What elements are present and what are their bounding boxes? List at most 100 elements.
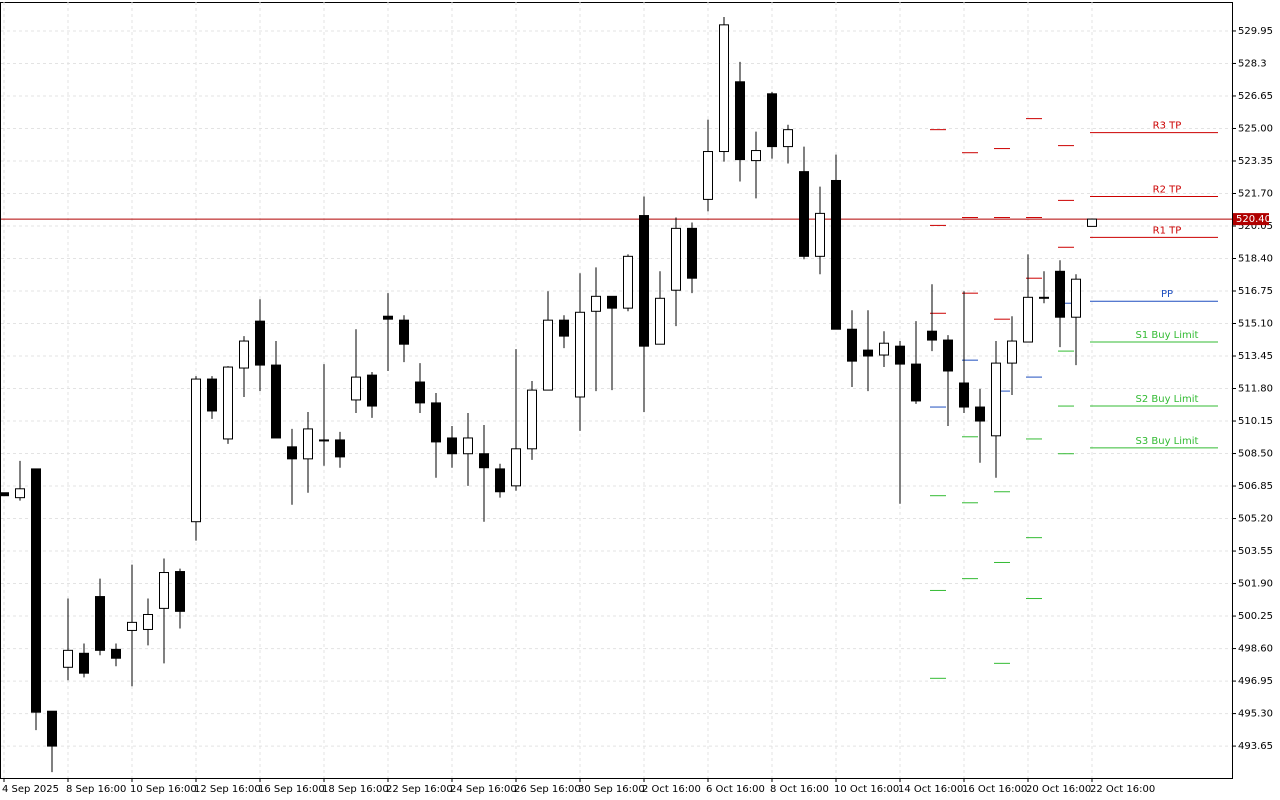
x-tick-label: 10 Sep 16:00 xyxy=(130,784,197,795)
candle-body xyxy=(463,437,473,455)
x-tick-label: 6 Oct 16:00 xyxy=(706,784,765,795)
candle-body xyxy=(319,439,329,442)
x-tick-label: 16 Oct 16:00 xyxy=(962,784,1027,795)
x-tick-label: 26 Sep 16:00 xyxy=(514,784,581,795)
candle-body xyxy=(95,596,105,651)
candle-body xyxy=(431,402,441,443)
candle-body xyxy=(383,315,393,320)
y-tick-label: 506.85 xyxy=(1238,481,1273,492)
x-tick-label: 8 Oct 16:00 xyxy=(770,784,829,795)
pivot-label: R3 TP xyxy=(1153,121,1182,132)
y-tick-label: 521.70 xyxy=(1238,188,1273,199)
candle-body xyxy=(895,345,905,365)
candle-body xyxy=(511,448,521,487)
y-tick-label: 523.35 xyxy=(1238,156,1273,167)
candle-body xyxy=(687,227,697,279)
candle-body xyxy=(31,468,41,713)
candle-body xyxy=(367,374,377,407)
candle-body xyxy=(911,363,921,402)
candle-body xyxy=(223,366,233,440)
candle-body xyxy=(591,295,601,312)
candle-body xyxy=(623,255,633,309)
candle-body xyxy=(655,297,665,345)
candle-body xyxy=(671,227,681,291)
candle-body xyxy=(207,378,217,412)
candle-body xyxy=(575,311,585,398)
x-tick-label: 22 Sep 16:00 xyxy=(386,784,453,795)
candle-body xyxy=(15,488,25,499)
candle-body xyxy=(799,171,809,257)
candle-body xyxy=(1071,278,1081,318)
candle-body xyxy=(47,710,57,747)
candle-body xyxy=(335,439,345,458)
candle-body xyxy=(943,339,953,372)
candle-body xyxy=(831,179,841,330)
x-tick-label: 10 Oct 16:00 xyxy=(834,784,899,795)
x-tick-label: 22 Oct 16:00 xyxy=(1090,784,1155,795)
x-tick-label: 4 Sep 2025 xyxy=(2,784,59,795)
y-tick-label: 503.55 xyxy=(1238,546,1273,557)
y-tick-label: 528.3 xyxy=(1238,58,1267,69)
x-tick-label: 16 Sep 16:00 xyxy=(258,784,325,795)
x-tick-label: 12 Sep 16:00 xyxy=(194,784,261,795)
candle-body xyxy=(863,349,873,357)
candle-body xyxy=(735,81,745,161)
candle-body xyxy=(719,24,729,153)
x-tick-label: 2 Oct 16:00 xyxy=(642,784,701,795)
candle-body xyxy=(815,212,825,257)
y-tick-label: 493.65 xyxy=(1238,741,1273,752)
pivot-label: S1 Buy Limit xyxy=(1136,330,1199,341)
candle-body xyxy=(287,446,297,460)
x-tick-label: 24 Sep 16:00 xyxy=(450,784,517,795)
y-tick-label: 496.95 xyxy=(1238,676,1273,687)
pivot-label: R1 TP xyxy=(1153,225,1182,236)
candle-body xyxy=(1007,340,1017,364)
candle-body xyxy=(847,328,857,362)
candle-body xyxy=(495,468,505,493)
y-tick-label: 501.90 xyxy=(1238,579,1273,590)
candle-body xyxy=(79,652,89,674)
candle-body xyxy=(527,389,537,450)
candle-body xyxy=(191,378,201,523)
plot-frame xyxy=(0,2,1233,779)
candle-body xyxy=(1055,270,1065,318)
candle-body xyxy=(271,364,281,439)
y-tick-label: 500.25 xyxy=(1238,611,1273,622)
candle-body xyxy=(0,492,9,497)
x-tick-label: 14 Oct 16:00 xyxy=(898,784,963,795)
x-tick-label: 20 Oct 16:00 xyxy=(1026,784,1091,795)
candle-body xyxy=(703,151,713,200)
candle-body xyxy=(351,376,361,401)
candle-body xyxy=(399,319,409,345)
y-tick-label: 515.10 xyxy=(1238,319,1273,330)
candle-body xyxy=(63,649,73,668)
candle-body xyxy=(479,453,489,469)
pivot-label: R2 TP xyxy=(1153,184,1182,195)
candle-body xyxy=(559,319,569,337)
candle-body xyxy=(639,215,649,347)
candle-body xyxy=(543,319,553,391)
y-tick-label: 505.20 xyxy=(1238,514,1273,525)
candle-body xyxy=(607,295,617,309)
x-tick-label: 18 Sep 16:00 xyxy=(322,784,389,795)
candle-body xyxy=(1023,296,1033,343)
pivot-label: S3 Buy Limit xyxy=(1136,436,1199,447)
candle-body xyxy=(927,330,937,341)
candle-body xyxy=(959,382,969,408)
candle-body xyxy=(751,150,761,162)
candle-body xyxy=(1039,296,1049,299)
candle-body xyxy=(255,320,265,366)
y-tick-label: 526.65 xyxy=(1238,91,1273,102)
y-tick-label: 508.50 xyxy=(1238,449,1273,460)
candle-body xyxy=(303,428,313,460)
y-tick-label: 498.60 xyxy=(1238,644,1273,655)
candle-body xyxy=(447,437,457,455)
candle-body xyxy=(975,406,985,422)
x-tick-label: 8 Sep 16:00 xyxy=(66,784,126,795)
y-tick-label: 518.40 xyxy=(1238,253,1273,264)
x-tick-label: 30 Sep 16:00 xyxy=(578,784,645,795)
candle-body xyxy=(127,621,137,631)
candle-body xyxy=(879,342,889,356)
current-price-tag xyxy=(1233,213,1269,226)
